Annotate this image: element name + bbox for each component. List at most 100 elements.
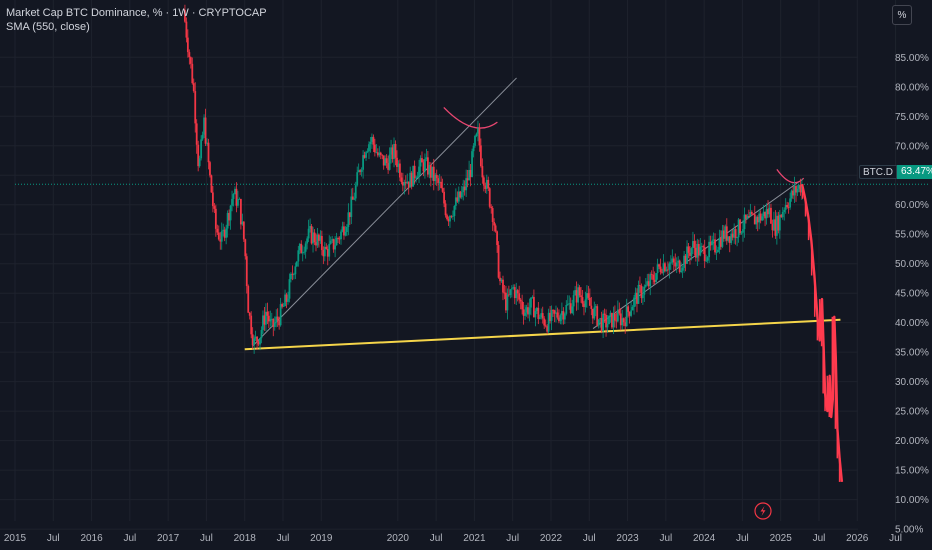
candle-body: [340, 232, 342, 240]
candle-body: [590, 306, 592, 309]
candle-body: [704, 247, 706, 261]
candle-body: [585, 300, 587, 308]
candle-body: [253, 338, 255, 345]
candle-body: [694, 241, 696, 248]
candle-body: [506, 294, 508, 310]
percent-scale-button[interactable]: %: [892, 5, 912, 25]
candle-body: [582, 297, 584, 304]
candle-body: [632, 307, 634, 310]
time-tick-label: Jul: [47, 533, 60, 544]
candle-body: [474, 136, 476, 146]
candle-body: [194, 91, 196, 123]
candle-body: [418, 167, 420, 177]
candle-body: [509, 289, 511, 295]
candle-body: [520, 300, 522, 302]
candle-body: [717, 250, 719, 252]
price-tag-symbol: BTC.D: [859, 165, 897, 179]
candle-body: [668, 263, 670, 269]
candle-body: [714, 239, 716, 252]
candle-body: [293, 274, 295, 275]
time-tick-label: Jul: [889, 533, 902, 544]
candle-body: [240, 199, 242, 224]
candle-body: [213, 206, 215, 209]
candle-body: [300, 244, 302, 253]
candle-body: [370, 142, 372, 144]
candle-body: [797, 189, 799, 193]
candle-body: [742, 229, 744, 233]
candle-body: [443, 192, 445, 204]
candle-body: [682, 268, 684, 271]
candle-body: [565, 305, 567, 314]
candle-body: [328, 244, 330, 257]
candle-body: [440, 182, 442, 188]
candle-body: [604, 314, 606, 315]
price-tick-label: 45.00%: [895, 289, 929, 300]
candle-body: [688, 246, 690, 252]
candle-body: [627, 306, 629, 311]
candle-body: [215, 209, 217, 229]
candle-body: [473, 146, 475, 151]
time-tick-label: 2023: [616, 533, 639, 544]
candle-body: [461, 192, 463, 197]
candle-body: [208, 143, 210, 162]
time-tick-label: 2025: [770, 533, 793, 544]
time-tick-label: Jul: [123, 533, 136, 544]
candle-body: [321, 236, 323, 250]
candle-body: [530, 298, 532, 308]
candle-body: [602, 314, 604, 332]
candle-body: [185, 22, 187, 38]
candle-body: [306, 238, 308, 243]
candle-body: [496, 231, 498, 245]
candle-body: [212, 192, 214, 206]
candle-body: [399, 164, 401, 178]
candle-body: [483, 177, 485, 185]
price-tick-label: 10.00%: [895, 495, 929, 506]
candle-body: [246, 256, 248, 286]
price-tick-label: 70.00%: [895, 141, 929, 152]
candle-body: [705, 261, 707, 262]
candle-body: [593, 308, 595, 319]
candle-body: [193, 83, 195, 91]
candle-body: [492, 208, 494, 222]
candle-body: [389, 155, 391, 170]
candle-body: [487, 180, 489, 188]
candle-body: [365, 152, 367, 158]
candle-body: [305, 243, 307, 251]
price-tick-label: 80.00%: [895, 82, 929, 93]
price-tick-label: 75.00%: [895, 112, 929, 123]
candle-body: [782, 212, 784, 217]
candle-body: [652, 275, 654, 280]
time-tick-label: 2024: [693, 533, 716, 544]
candle-body: [489, 188, 491, 207]
candle-body: [237, 199, 239, 206]
candle-body: [445, 203, 447, 215]
price-tick-label: 30.00%: [895, 377, 929, 388]
candle-body: [233, 194, 235, 199]
candle-body: [679, 261, 681, 272]
time-tick-label: Jul: [583, 533, 596, 544]
candle-body: [560, 315, 562, 321]
candle-body: [218, 233, 220, 240]
candle-body: [699, 247, 701, 256]
time-tick-label: Jul: [430, 533, 443, 544]
candle-body: [294, 266, 296, 274]
time-tick-label: 2020: [387, 533, 410, 544]
candle-body: [421, 158, 423, 162]
candle-body: [200, 139, 202, 158]
candle-body: [368, 144, 370, 151]
candle-body: [539, 317, 541, 319]
candle-body: [452, 216, 454, 217]
candle-body: [645, 285, 647, 287]
price-tick-label: 55.00%: [895, 230, 929, 241]
candle-body: [424, 159, 426, 171]
price-tick-label: 20.00%: [895, 436, 929, 447]
candle-body: [711, 241, 713, 245]
candle-body: [415, 178, 417, 179]
candle-body: [639, 285, 641, 286]
candle-body: [442, 188, 444, 192]
candle-body: [303, 252, 305, 253]
candle-body: [534, 311, 536, 317]
candle-body: [673, 259, 675, 263]
